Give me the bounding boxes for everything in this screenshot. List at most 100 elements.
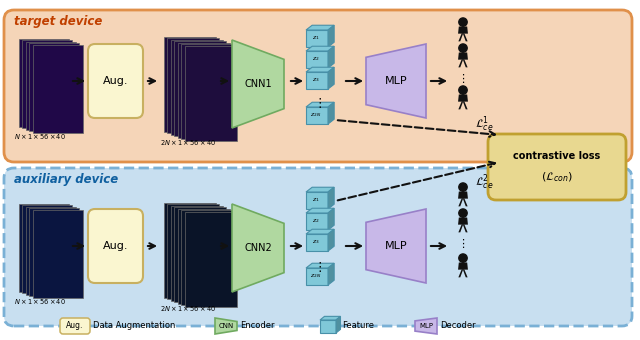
Polygon shape	[458, 33, 463, 41]
Polygon shape	[458, 95, 468, 102]
Circle shape	[459, 86, 467, 94]
Polygon shape	[336, 316, 340, 333]
Text: auxiliary device: auxiliary device	[14, 173, 118, 186]
Text: $z_{2N}$: $z_{2N}$	[310, 272, 321, 279]
Text: Decoder: Decoder	[440, 322, 476, 330]
Polygon shape	[306, 268, 328, 285]
Text: MLP: MLP	[419, 323, 433, 329]
Circle shape	[459, 44, 467, 52]
Text: $2N\times1\times56\times40$: $2N\times1\times56\times40$	[160, 304, 216, 313]
FancyBboxPatch shape	[29, 43, 79, 131]
Polygon shape	[328, 46, 334, 68]
FancyBboxPatch shape	[19, 38, 68, 126]
Polygon shape	[458, 27, 468, 34]
FancyBboxPatch shape	[170, 39, 223, 135]
Polygon shape	[366, 44, 426, 118]
FancyBboxPatch shape	[174, 41, 226, 136]
FancyBboxPatch shape	[33, 209, 83, 298]
Polygon shape	[458, 224, 463, 232]
FancyBboxPatch shape	[177, 42, 230, 137]
Polygon shape	[320, 316, 340, 320]
Text: $2N\times1\times56\times40$: $2N\times1\times56\times40$	[160, 138, 216, 147]
Text: MLP: MLP	[385, 76, 407, 86]
FancyBboxPatch shape	[4, 10, 632, 162]
Polygon shape	[328, 25, 334, 47]
FancyBboxPatch shape	[4, 168, 632, 326]
Polygon shape	[366, 209, 426, 283]
Text: target device: target device	[14, 15, 102, 28]
FancyBboxPatch shape	[22, 205, 72, 293]
Polygon shape	[232, 204, 284, 292]
FancyBboxPatch shape	[167, 38, 219, 133]
Polygon shape	[328, 102, 334, 124]
Text: Aug.: Aug.	[103, 76, 128, 86]
FancyBboxPatch shape	[22, 40, 72, 128]
Text: $z_3$: $z_3$	[312, 76, 320, 84]
Text: $(\mathcal{L}_{con})$: $(\mathcal{L}_{con})$	[541, 170, 573, 184]
Text: Data Augmentation: Data Augmentation	[93, 322, 175, 330]
Polygon shape	[458, 262, 468, 270]
Polygon shape	[306, 263, 334, 268]
Text: $\mathcal{L}_{ce}^1$: $\mathcal{L}_{ce}^1$	[475, 114, 493, 134]
Polygon shape	[328, 187, 334, 209]
Polygon shape	[306, 30, 328, 47]
Polygon shape	[463, 198, 468, 206]
Polygon shape	[328, 208, 334, 230]
FancyBboxPatch shape	[19, 204, 68, 291]
Polygon shape	[328, 229, 334, 251]
Polygon shape	[232, 40, 284, 128]
Polygon shape	[306, 102, 334, 107]
FancyBboxPatch shape	[488, 134, 626, 200]
FancyBboxPatch shape	[184, 211, 237, 306]
Polygon shape	[306, 192, 328, 209]
Polygon shape	[306, 25, 334, 30]
Polygon shape	[306, 72, 328, 89]
Polygon shape	[328, 263, 334, 285]
Text: ⋮: ⋮	[314, 260, 326, 273]
FancyBboxPatch shape	[181, 44, 233, 139]
Polygon shape	[463, 59, 468, 67]
Circle shape	[459, 18, 467, 26]
FancyBboxPatch shape	[88, 44, 143, 118]
Polygon shape	[306, 46, 334, 51]
FancyBboxPatch shape	[167, 204, 219, 299]
Text: $z_2$: $z_2$	[312, 55, 320, 63]
FancyBboxPatch shape	[163, 203, 216, 298]
Text: $N\times1\times56\times40$: $N\times1\times56\times40$	[14, 132, 66, 141]
FancyBboxPatch shape	[60, 318, 90, 334]
Text: Aug.: Aug.	[103, 241, 128, 251]
Polygon shape	[306, 234, 328, 251]
Text: Feature: Feature	[342, 322, 374, 330]
Text: $z_1$: $z_1$	[312, 196, 320, 204]
Polygon shape	[415, 318, 437, 334]
FancyBboxPatch shape	[29, 208, 79, 296]
Polygon shape	[458, 101, 463, 109]
Circle shape	[459, 183, 467, 191]
Polygon shape	[320, 320, 336, 333]
Text: ⋮: ⋮	[314, 97, 326, 109]
Polygon shape	[306, 187, 334, 192]
FancyBboxPatch shape	[174, 207, 226, 302]
Polygon shape	[463, 101, 468, 109]
Polygon shape	[463, 269, 468, 277]
Text: ⋮: ⋮	[458, 74, 468, 84]
Text: $z_2$: $z_2$	[312, 217, 320, 225]
FancyBboxPatch shape	[177, 208, 230, 304]
Polygon shape	[458, 59, 463, 67]
Polygon shape	[463, 224, 468, 232]
Polygon shape	[306, 229, 334, 234]
Polygon shape	[306, 208, 334, 213]
Text: contrastive loss: contrastive loss	[513, 151, 600, 161]
FancyBboxPatch shape	[26, 41, 76, 130]
Polygon shape	[458, 191, 468, 199]
Polygon shape	[215, 318, 237, 334]
FancyBboxPatch shape	[181, 210, 233, 305]
Text: $z_{2N}$: $z_{2N}$	[310, 111, 321, 119]
Polygon shape	[458, 52, 468, 60]
Circle shape	[459, 254, 467, 262]
Text: CNN1: CNN1	[244, 79, 272, 89]
Polygon shape	[458, 218, 468, 225]
Polygon shape	[458, 198, 463, 206]
Polygon shape	[458, 269, 463, 277]
FancyBboxPatch shape	[170, 205, 223, 301]
